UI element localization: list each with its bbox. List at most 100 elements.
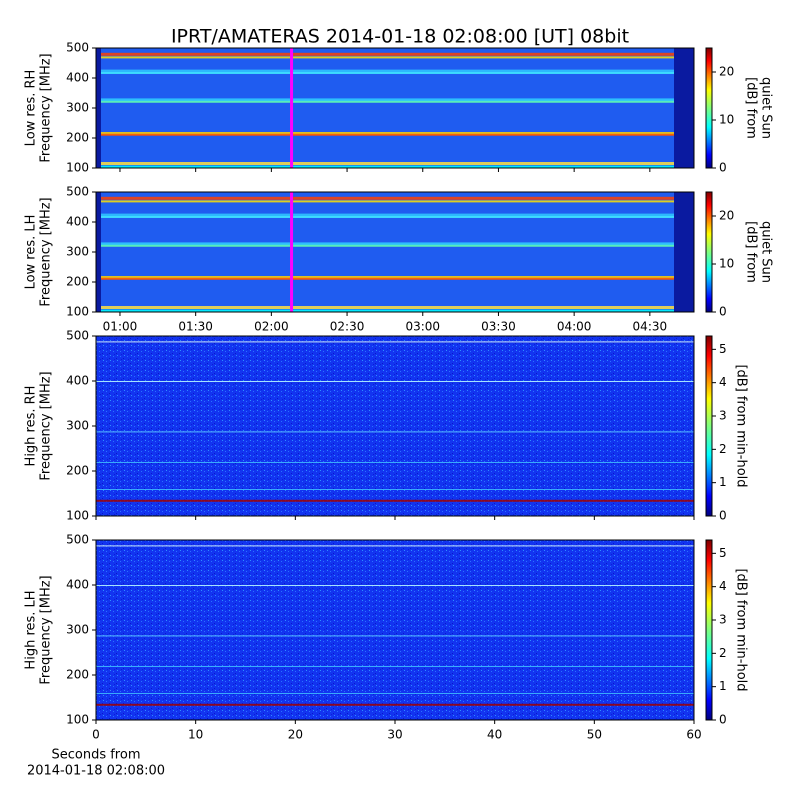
y-tick-label: 300 [66,101,89,115]
spectrogram-band [96,309,694,312]
spectrogram-band [96,306,694,309]
colorbar-tick-label: 0 [719,161,727,175]
colorbar-label: quiet Sun [759,77,774,139]
spectrogram-band [96,165,694,168]
spectrogram-band [96,196,694,200]
x-tick-label: 30 [387,728,402,742]
colorbar-tick-label: 1 [719,679,727,693]
y-axis-label: Frequency [MHz] [39,371,54,480]
x-tick-label: 01:30 [178,320,213,334]
y-tick-label: 100 [66,161,89,175]
x-axis-label: 2014-01-18 02:08:00 [27,764,165,779]
x-tick-label: 50 [587,728,602,742]
colorbar-tick-label: 3 [719,409,727,423]
spectrogram-band [96,162,694,165]
colorbar-tick-label: 20 [719,65,734,79]
x-tick-label: 04:00 [557,320,592,334]
y-tick-label: 100 [66,509,89,523]
y-tick-label: 100 [66,305,89,319]
colorbar-label: [dB] from min-hold [734,568,749,691]
spectrogram-band [96,341,694,343]
x-tick-label: 40 [487,728,502,742]
spectrogram-band [96,585,694,586]
spectrogram-band [96,200,694,203]
colorbar-label: quiet Sun [759,221,774,283]
spectrogram-band [96,242,694,246]
spectrogram-band [96,693,694,694]
x-tick-label: 03:00 [405,320,440,334]
y-tick-label: 500 [66,329,89,343]
y-tick-label: 400 [66,374,89,388]
data-gap [674,192,694,312]
spectrogram-band [96,213,694,218]
colorbar-tick-label: 0 [719,305,727,319]
spectrogram [96,48,694,168]
data-gap [96,192,101,312]
y-tick-label: 400 [66,215,89,229]
colorbar-label: [dB] from [744,77,759,139]
x-tick-label: 02:00 [254,320,289,334]
colorbar-label: [dB] from [744,221,759,283]
colorbar-label: [dB] from min-hold [734,364,749,487]
spectrogram-band [96,72,694,74]
spectrogram [96,336,694,516]
colorbar-tick-label: 1 [719,475,727,489]
spectrogram-band [96,381,694,382]
colorbar-tick-label: 2 [719,442,727,456]
x-axis-label: Seconds from [51,748,140,763]
y-tick-label: 300 [66,623,89,637]
y-tick-label: 500 [66,185,89,199]
colorbar [705,47,713,169]
y-tick-label: 200 [66,275,89,289]
x-tick-label: 01:00 [103,320,138,334]
colorbar-tick-label: 4 [719,375,727,389]
colorbar-tick-label: 5 [719,342,727,356]
spectrogram-band [96,666,694,667]
x-tick-label: 03:30 [481,320,516,334]
spectrogram-band [96,499,694,502]
colorbar-tick-label: 10 [719,113,734,127]
colorbar-tick-label: 2 [719,646,727,660]
spectrogram-band [96,216,694,218]
x-tick-label: 02:30 [330,320,365,334]
spectrogram-band [96,703,694,706]
spectrogram-band [96,462,694,463]
y-tick-label: 400 [66,578,89,592]
spectrogram-band [96,277,694,280]
y-tick-label: 200 [66,464,89,478]
colorbar-tick-label: 3 [719,613,727,627]
x-tick-label: 10 [188,728,203,742]
y-tick-label: 100 [66,713,89,727]
x-tick-label: 04:30 [633,320,668,334]
y-tick-label: 200 [66,131,89,145]
colorbar-tick-label: 0 [719,713,727,727]
x-tick-label: 60 [686,728,701,742]
y-tick-label: 300 [66,245,89,259]
spectrogram-band [96,100,694,103]
spectrogram [96,540,694,720]
spectrogram-band [96,276,694,279]
colorbar-tick-label: 4 [719,579,727,593]
y-axis-label: High res. RH [24,386,39,467]
y-axis-label: High res. LH [24,590,39,669]
y-tick-label: 500 [66,533,89,547]
spectrogram-band [96,635,694,637]
y-axis-label: Frequency [MHz] [39,53,54,162]
colorbar-tick-label: 10 [719,257,734,271]
y-tick-label: 400 [66,71,89,85]
colorbar-tick-label: 20 [719,209,734,223]
spectrogram-band [96,52,694,56]
y-axis-label: Frequency [MHz] [39,197,54,306]
y-tick-label: 300 [66,419,89,433]
spectrogram [96,192,694,312]
figure-title: IPRT/AMATERAS 2014-01-18 02:08:00 [UT] 0… [171,26,629,48]
spectrogram-band [96,56,694,59]
colorbar [705,539,713,721]
spectrogram-band [96,431,694,433]
colorbar [705,191,713,313]
x-tick-label: 0 [92,728,100,742]
colorbar-tick-label: 5 [719,546,727,560]
y-axis-label: Low res. RH [24,70,39,147]
spectrogram-band [96,489,694,490]
